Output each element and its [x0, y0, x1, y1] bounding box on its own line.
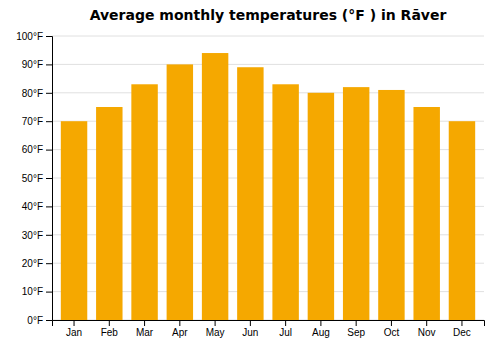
tick-label: 60°F [22, 144, 43, 155]
bar [237, 67, 263, 320]
tick: Sep [347, 320, 365, 338]
tick-mark [285, 320, 286, 326]
tick-mark [46, 263, 52, 264]
tick: 20°F [22, 258, 52, 269]
bars [61, 53, 475, 320]
tick-mark [356, 320, 357, 326]
tick: Jul [279, 320, 292, 338]
axis-line [46, 37, 53, 321]
tick-label: May [206, 327, 225, 338]
tick-label: Mar [136, 327, 154, 338]
tick: 70°F [22, 116, 52, 127]
tick-label: 50°F [22, 173, 43, 184]
tick: 0°F [27, 315, 52, 326]
tick-mark [46, 206, 52, 207]
tick-label: 10°F [22, 286, 43, 297]
bar [61, 121, 87, 320]
tick-label: 20°F [22, 258, 43, 269]
tick-mark [391, 320, 392, 326]
title: Average monthly temperatures (°F ) in Rā… [90, 7, 447, 23]
tick-mark [46, 93, 52, 94]
tick-label: Jul [279, 327, 292, 338]
grid-line [52, 64, 484, 65]
tick-mark [179, 320, 180, 326]
tick-label: 100°F [16, 31, 43, 42]
tick-mark [250, 320, 251, 326]
bar [272, 84, 298, 320]
tick-label: 70°F [22, 116, 43, 127]
bar [167, 64, 193, 320]
tick-mark [144, 320, 145, 326]
tick: Aug [312, 320, 330, 338]
tick: Dec [453, 320, 471, 338]
tick-mark [46, 150, 52, 151]
tick-mark [74, 320, 75, 326]
tick: 60°F [22, 144, 52, 155]
tick: Oct [384, 320, 400, 338]
bar [96, 107, 122, 320]
tick-label: Feb [101, 327, 119, 338]
tick-mark [46, 235, 52, 236]
tick-label: Jan [66, 327, 82, 338]
tick-mark [461, 320, 462, 326]
tick: 80°F [22, 88, 52, 99]
tick: Jun [242, 320, 258, 338]
tick-mark [46, 36, 52, 37]
grid-line [52, 92, 484, 93]
tick: 90°F [22, 59, 52, 70]
tick: 40°F [22, 201, 52, 212]
bar [308, 93, 334, 320]
bar [449, 121, 475, 320]
tick-label: 30°F [22, 230, 43, 241]
bar [413, 107, 439, 320]
tick-mark [46, 121, 52, 122]
tick: Feb [101, 320, 119, 338]
bar [343, 87, 369, 320]
tick: 50°F [22, 173, 52, 184]
tick-mark [46, 64, 52, 65]
tick-mark [109, 320, 110, 326]
tick: Apr [172, 320, 188, 338]
grid-line [52, 36, 484, 37]
chart: 0°F 10°F 20°F 30°F 40°F 50°F 60°F 70°F 80°F 90°F 1… [0, 0, 500, 350]
tick-mark [46, 320, 52, 321]
tick: 10°F [22, 286, 52, 297]
tick: May [206, 320, 225, 338]
tick-label: Aug [312, 327, 330, 338]
y-axis: 0°F 10°F 20°F 30°F 40°F 50°F 60°F 70°F 80°F 90°F 1… [16, 31, 52, 326]
tick-label: 90°F [22, 59, 43, 70]
tick-label: Oct [384, 327, 400, 338]
tick-mark [426, 320, 427, 326]
tick-label: Nov [418, 327, 436, 338]
x-axis: Jan Feb Mar Apr May Jun Jul Aug Sep Oct Nov Dec [53, 320, 485, 338]
tick: 100°F [16, 31, 52, 42]
tick-label: 0°F [27, 315, 43, 326]
tick-label: 80°F [22, 88, 43, 99]
tick-label: Apr [172, 327, 188, 338]
bar [378, 90, 404, 320]
bar [202, 53, 228, 320]
tick: Mar [136, 320, 154, 338]
grid [52, 36, 484, 320]
tick-mark [46, 292, 52, 293]
tick: Nov [418, 320, 436, 338]
tick-mark [320, 320, 321, 326]
tick-label: Jun [242, 327, 258, 338]
tick-label: Sep [347, 327, 365, 338]
axis-line [53, 321, 485, 327]
bar [131, 84, 157, 320]
tick: Jan [66, 320, 82, 338]
tick: 30°F [22, 230, 52, 241]
tick-mark [215, 320, 216, 326]
tick-mark [46, 178, 52, 179]
tick-label: 40°F [22, 201, 43, 212]
tick-label: Dec [453, 327, 471, 338]
